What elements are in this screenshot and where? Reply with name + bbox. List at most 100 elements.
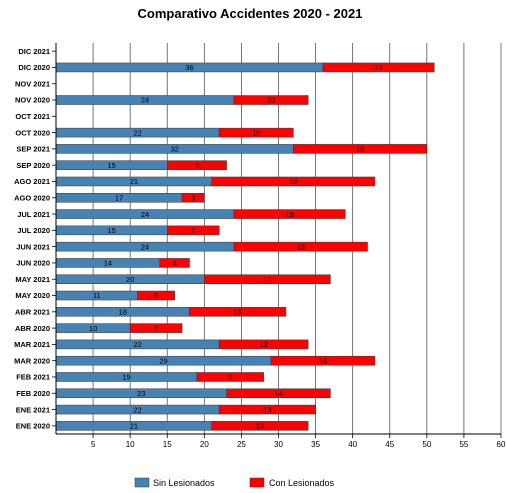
x-tick-label-60: 60: [497, 440, 506, 449]
data-label-sin-lesionados-mar-2021: 22: [133, 340, 141, 349]
data-label-sin-lesionados-abr-2020: 10: [89, 324, 97, 333]
data-label-con-lesionados-abr-2021: 13: [234, 308, 242, 317]
bar-con-lesionados-sep-2021: [293, 144, 428, 154]
data-label-con-lesionados-ene-2021: 13: [263, 405, 271, 414]
legend-swatch-sin-lesionados: [134, 477, 150, 488]
x-tick-label-30: 30: [274, 440, 283, 449]
data-label-sin-lesionados-abr-2021: 18: [119, 308, 127, 317]
x-tick-label-5: 5: [91, 440, 96, 449]
category-label-abr-2020: ABR 2020: [15, 324, 50, 333]
category-label-nov-2021: NOV 2021: [15, 79, 50, 88]
bar-con-lesionados-abr-2020: [129, 323, 183, 333]
bar-con-lesionados-jul-2021: [233, 209, 346, 219]
bar-con-lesionados-ene-2020: [211, 421, 309, 431]
bar-con-lesionados-may-2021: [204, 274, 331, 284]
category-label-sep-2020: SEP 2020: [16, 161, 50, 170]
data-label-sin-lesionados-jul-2020: 15: [107, 226, 115, 235]
data-label-con-lesionados-feb-2020: 14: [274, 389, 282, 398]
data-label-con-lesionados-may-2021: 17: [263, 275, 271, 284]
data-label-con-lesionados-mar-2020: 14: [319, 356, 327, 365]
data-label-con-lesionados-jun-2020: 4: [173, 259, 177, 268]
data-label-con-lesionados-oct-2020: 10: [252, 128, 260, 137]
category-label-ene-2021: ENE 2021: [16, 405, 50, 414]
x-tick-label-20: 20: [200, 440, 209, 449]
category-label-jul-2020: JUL 2020: [17, 226, 50, 235]
category-label-oct-2020: OCT 2020: [15, 128, 50, 137]
category-label-feb-2021: FEB 2021: [16, 373, 50, 382]
data-label-sin-lesionados-jun-2021: 24: [141, 242, 149, 251]
bar-con-lesionados-jul-2020: [167, 225, 220, 236]
bar-con-lesionados-oct-2020: [218, 127, 294, 138]
bar-con-lesionados-jun-2020: [159, 258, 190, 268]
data-label-con-lesionados-ene-2020: 13: [256, 422, 264, 431]
category-label-may-2020: MAY 2020: [15, 291, 50, 300]
data-label-sin-lesionados-oct-2020: 22: [133, 128, 141, 137]
data-label-con-lesionados-jun-2021: 18: [297, 242, 305, 251]
data-label-sin-lesionados-ago-2020: 17: [115, 193, 123, 202]
category-label-may-2021: MAY 2021: [15, 275, 50, 284]
x-tick-label-10: 10: [126, 440, 135, 449]
category-label-nov-2020: NOV 2020: [15, 96, 50, 105]
data-label-sin-lesionados-ago-2021: 21: [130, 177, 138, 186]
category-label-ene-2020: ENE 2020: [16, 422, 50, 431]
bar-con-lesionados-feb-2021: [196, 372, 264, 382]
category-label-ago-2021: AGO 2021: [14, 177, 50, 186]
data-label-sin-lesionados-sep-2021: 32: [170, 145, 178, 154]
data-label-sin-lesionados-jul-2021: 24: [141, 210, 149, 219]
data-label-con-lesionados-ago-2020: 3: [191, 193, 195, 202]
data-label-con-lesionados-mar-2021: 12: [259, 340, 267, 349]
data-label-con-lesionados-jul-2020: 7: [191, 226, 195, 235]
data-label-sin-lesionados-mar-2020: 29: [159, 356, 167, 365]
data-label-con-lesionados-sep-2021: 18: [356, 145, 364, 154]
category-label-sep-2021: SEP 2021: [16, 145, 50, 154]
category-label-jul-2021: JUL 2021: [17, 210, 50, 219]
data-label-con-lesionados-jul-2021: 15: [285, 210, 293, 219]
bar-con-lesionados-nov-2020: [233, 95, 309, 105]
category-label-ago-2020: AGO 2020: [14, 193, 50, 202]
data-label-con-lesionados-nov-2020: 10: [267, 96, 275, 105]
category-label-jun-2021: JUN 2021: [16, 242, 50, 251]
x-tick-label-50: 50: [422, 440, 431, 449]
data-label-con-lesionados-may-2020: 5: [154, 291, 158, 300]
data-label-con-lesionados-ago-2021: 22: [289, 177, 297, 186]
category-label-oct-2021: OCT 2021: [15, 112, 50, 121]
bar-con-lesionados-feb-2020: [226, 388, 331, 399]
bar-con-lesionados-mar-2020: [270, 355, 376, 366]
x-tick-label-15: 15: [163, 440, 172, 449]
x-tick-label-25: 25: [237, 440, 246, 449]
bars: [55, 62, 435, 431]
data-label-con-lesionados-abr-2020: 7: [154, 324, 158, 333]
bar-con-lesionados-dic-2020: [322, 62, 435, 73]
category-label-dic-2021: DIC 2021: [18, 47, 50, 56]
legend-label-sin-lesionados: Sin Lesionados: [153, 478, 215, 488]
category-label-jun-2020: JUN 2020: [16, 259, 50, 268]
bar-con-lesionados-sep-2020: [167, 160, 227, 170]
x-tick-label-40: 40: [348, 440, 357, 449]
category-label-abr-2021: ABR 2021: [15, 308, 50, 317]
data-label-sin-lesionados-feb-2021: 19: [122, 373, 130, 382]
data-label-sin-lesionados-ene-2020: 21: [130, 422, 138, 431]
data-label-con-lesionados-sep-2020: 8: [195, 161, 199, 170]
bar-con-lesionados-jun-2021: [233, 241, 368, 252]
data-label-sin-lesionados-nov-2020: 24: [141, 96, 149, 105]
data-label-sin-lesionados-dic-2020: 36: [185, 63, 193, 72]
x-tick-label-55: 55: [459, 440, 468, 449]
data-label-sin-lesionados-feb-2020: 23: [137, 389, 145, 398]
x-tick-label-35: 35: [311, 440, 320, 449]
data-labels: 21 13 22 13 23 14 19 9 29 14 22 12 10 7 18 13 11 5 20 17 14 4…: [89, 63, 383, 430]
bar-con-lesionados-ago-2021: [211, 176, 376, 187]
legend: Sin Lesionados Con Lesionados: [134, 477, 335, 488]
category-label-mar-2020: MAR 2020: [14, 356, 50, 365]
x-tick-label-45: 45: [385, 440, 394, 449]
category-label-dic-2020: DIC 2020: [18, 63, 50, 72]
grid: [92, 43, 502, 434]
legend-label-con-lesionados: Con Lesionados: [269, 478, 335, 488]
chart-title: Comparativo Accidentes 2020 - 2021: [138, 6, 363, 21]
bar-con-lesionados-abr-2021: [189, 307, 287, 317]
data-label-sin-lesionados-ene-2021: 22: [133, 405, 141, 414]
bar-con-lesionados-ago-2020: [181, 193, 205, 203]
data-label-con-lesionados-dic-2020: 15: [374, 63, 382, 72]
bar-con-lesionados-mar-2021: [218, 339, 309, 350]
